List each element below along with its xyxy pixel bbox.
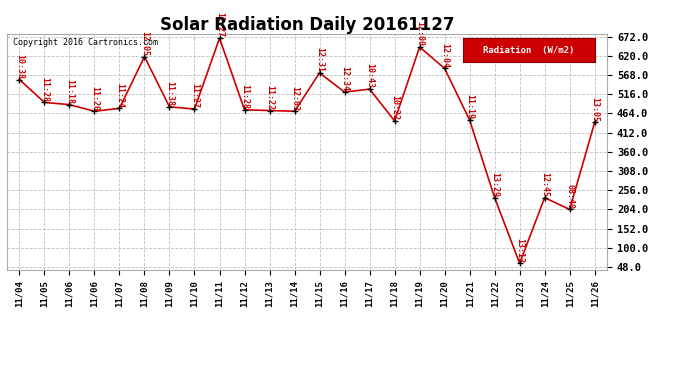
Text: 11:24: 11:24 (115, 82, 124, 108)
Text: 12:31: 12:31 (315, 47, 324, 72)
Text: 11:28: 11:28 (240, 84, 249, 109)
Text: 11:18: 11:18 (65, 79, 74, 104)
Title: Solar Radiation Daily 20161127: Solar Radiation Daily 20161127 (160, 16, 454, 34)
Text: 12:00: 12:00 (415, 21, 424, 46)
Text: 10:38: 10:38 (15, 54, 24, 79)
Text: 10:22: 10:22 (390, 95, 399, 120)
Text: 11:19: 11:19 (465, 94, 474, 119)
Text: 13:13: 13:13 (515, 238, 524, 262)
Text: 12:27: 12:27 (215, 12, 224, 38)
Text: 11:38: 11:38 (165, 81, 174, 106)
Text: 12:05: 12:05 (140, 31, 149, 56)
Text: Copyright 2016 Cartronics.com: Copyright 2016 Cartronics.com (13, 39, 158, 48)
Text: 12:34: 12:34 (340, 66, 349, 92)
Text: 11:22: 11:22 (265, 85, 274, 110)
Text: 08:40: 08:40 (565, 184, 574, 209)
Text: 13:29: 13:29 (490, 172, 499, 197)
Text: 12:45: 12:45 (540, 172, 549, 197)
Text: 12:04: 12:04 (440, 43, 449, 68)
Text: 10:43: 10:43 (365, 63, 374, 88)
Text: 11:20: 11:20 (90, 86, 99, 111)
Text: 11:28: 11:28 (40, 76, 49, 102)
Text: 13:05: 13:05 (590, 97, 599, 122)
Text: 11:27: 11:27 (190, 83, 199, 108)
Text: 12:03: 12:03 (290, 86, 299, 111)
